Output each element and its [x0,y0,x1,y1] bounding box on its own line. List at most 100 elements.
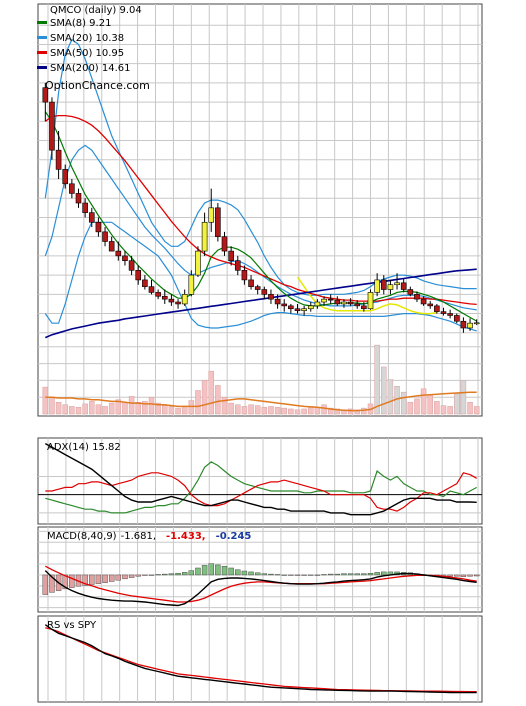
volume-bar [215,385,221,415]
macd-title: MACD(8,40,9) -1.681, -1.433, -0.245 [47,531,251,542]
adx-title: ADX(14) 15.82 [47,442,121,453]
volume-bar [201,380,208,415]
macd-histogram-bar [95,574,102,584]
rs-title: RS vs SPY [47,620,97,631]
volume-bar [75,407,82,415]
volume-bar [268,406,274,415]
volume-average-line [45,391,477,412]
candle-up [374,279,380,293]
macd-histogram-bar [102,574,108,583]
candle-up [387,284,394,290]
volume-bar [314,407,321,415]
macd-histogram-bar [135,574,141,577]
volume-bar [89,401,95,415]
candle-down [75,193,82,204]
legend-sma200: SMA(200) 14.61 [50,63,131,74]
candle-down [447,313,453,316]
macd-histogram-bar [175,573,181,576]
candle-down [175,301,181,305]
volume-bar [473,406,480,415]
volume-bar [434,401,440,415]
volume-bar [381,366,387,415]
candle-down [440,311,447,314]
volume-bar [294,409,301,415]
macd-histogram-bar [381,571,387,576]
candle-down [334,299,341,305]
candle-up [394,282,400,286]
candle-up [314,301,321,307]
macd-name: MACD(8,40,9) [47,531,117,542]
macd-histogram-bar [228,567,234,576]
candle-down [155,292,161,297]
macd-histogram-bar [181,572,188,576]
candle-up [341,301,347,305]
volume-bar [115,399,122,415]
candle-down [168,298,175,303]
macd-histogram-bar [221,566,228,576]
candle-down [453,315,460,322]
macd-histogram-bar [374,572,380,576]
macd-histogram-bar [42,574,49,595]
candle-up [367,292,374,310]
volume-bar [254,405,261,415]
macd-histogram-bar [241,570,248,576]
candle-up [188,274,195,295]
candle-down [62,169,69,185]
candle-down [434,305,440,312]
candle-down [122,255,128,261]
volume-bar [122,401,128,415]
candle-down [268,294,274,300]
candle-up [467,322,473,329]
sma200-line [44,268,477,339]
volume-bar [374,344,380,415]
macd-panel [42,563,480,607]
candle-down [221,236,228,252]
legend-sma20: SMA(20) 10.38 [50,33,124,44]
volume-bar [69,406,75,415]
candle-down [69,183,75,194]
volume-bar [208,370,214,415]
volume-bar [42,386,49,415]
rs-line [44,624,477,694]
macd-histogram-bar [195,567,201,576]
volume-bar [467,401,473,415]
macd-histogram-bar [268,573,274,576]
candle-up [195,250,201,276]
candle-up [301,308,307,311]
volume-bar [407,401,414,415]
volume-bar [181,406,188,415]
macd-histogram-bar [261,573,268,576]
candle-down [460,320,467,329]
volume-bar [334,408,341,415]
macd-histogram-bar [208,563,214,576]
candle-down [215,207,221,237]
candle-down [400,282,407,290]
hist-value: -0.245 [216,531,252,542]
candle-down [128,260,135,271]
volume-bar [135,401,141,415]
volume-bar [261,407,268,415]
macd-frame [37,526,483,613]
volume-bar [162,405,168,415]
candle-down [241,270,248,281]
volume-bars [42,344,480,415]
volume-bar [62,404,68,415]
grid-lines [38,4,482,702]
candle-down [407,289,414,295]
macd-histogram-bar [341,573,347,576]
volume-bar [440,405,447,415]
volume-bar [188,400,195,415]
candle-down [361,305,367,310]
macd-line [44,570,477,607]
macd-histogram-bar [82,574,88,586]
price-panel [42,38,480,339]
candle-down [281,303,288,307]
macd-histogram-bar [89,574,95,585]
adx-panel [44,442,477,516]
sma200-swatch [37,66,47,69]
watermark: OptionChance.com [45,79,150,92]
macd-histogram-bar [288,574,294,576]
candle-down [95,221,102,233]
candle-down [261,289,268,295]
macd-histogram-bar [162,573,168,576]
